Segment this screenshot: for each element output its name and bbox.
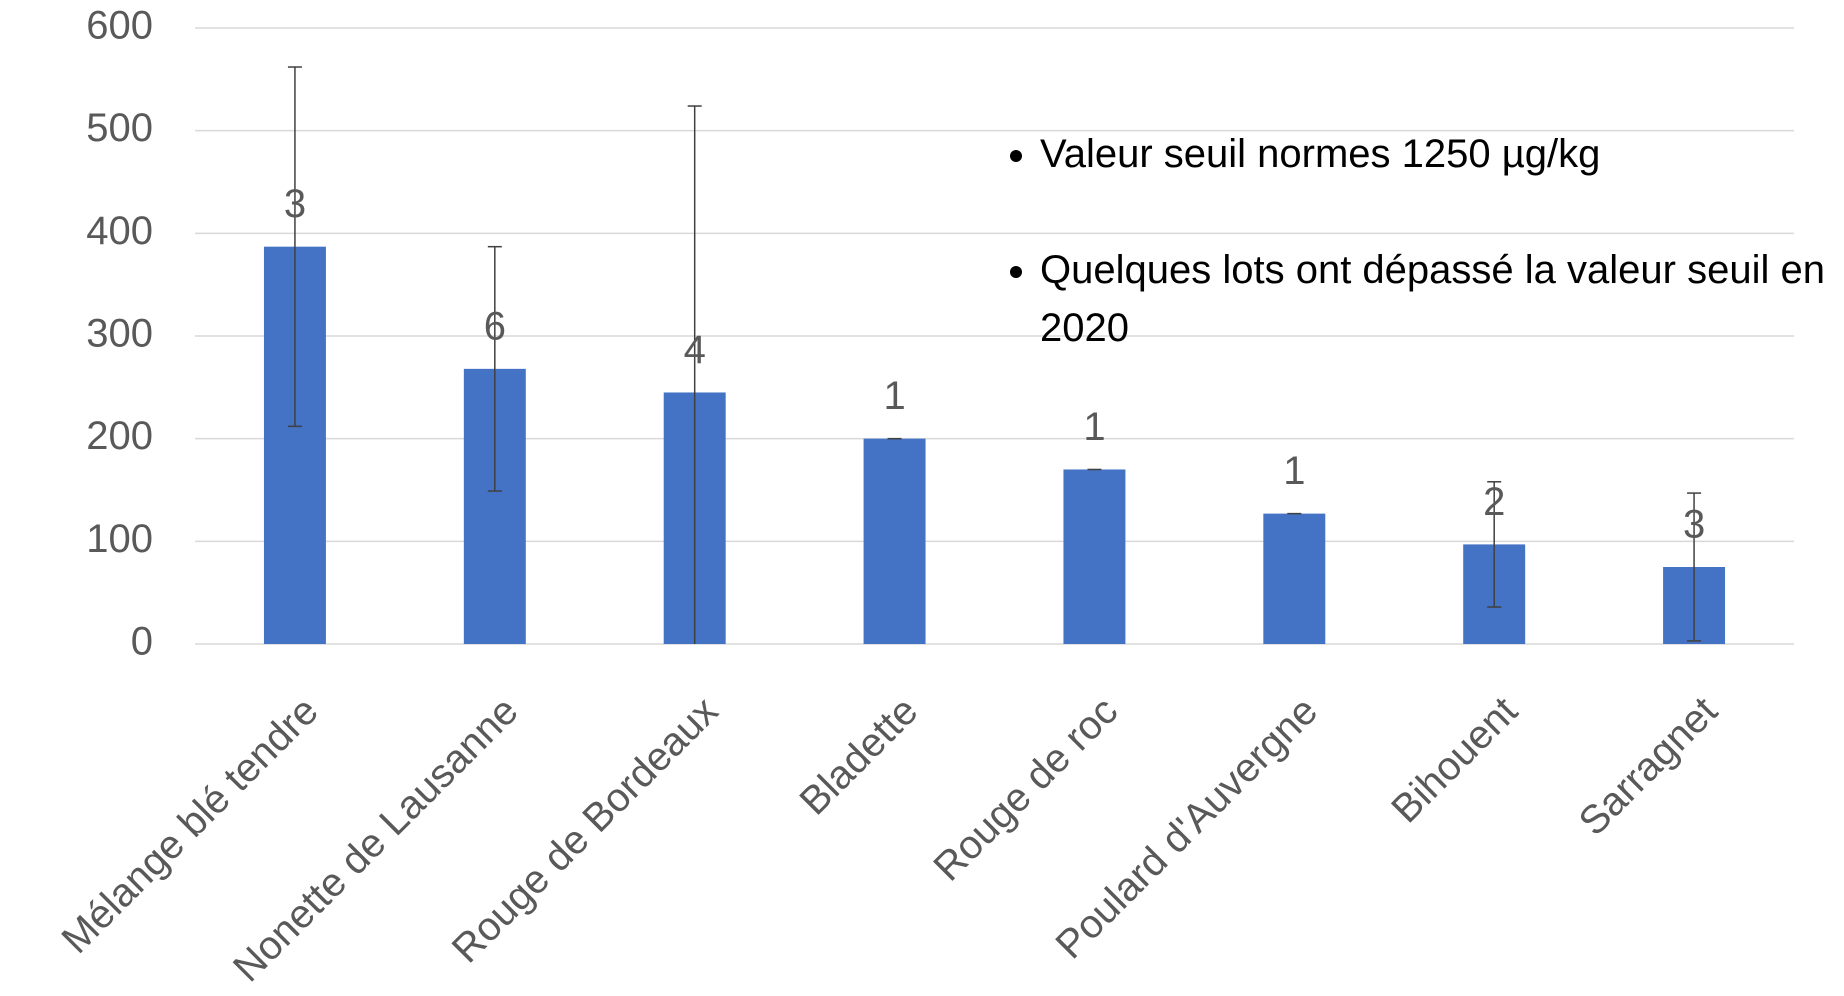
y-tick-label: 600 [86, 4, 153, 48]
x-tick-label: Sarragnet [1571, 689, 1726, 844]
y-tick-label: 0 [131, 620, 153, 664]
x-tick-label: Rouge de roc [925, 689, 1126, 890]
bar-label: 2 [1483, 480, 1505, 524]
bar-label: 1 [1283, 449, 1305, 493]
x-tick-label: Bladette [791, 689, 926, 824]
notes: Valeur seuil normes 1250 µg/kg Quelques l… [975, 125, 1835, 415]
bar [863, 438, 926, 644]
x-tick-label: Bihouent [1383, 689, 1526, 832]
bar [1263, 513, 1326, 644]
y-tick-label: 500 [86, 106, 153, 150]
bar-label: 3 [1683, 503, 1705, 547]
bar-label: 6 [484, 304, 506, 348]
bar [1063, 469, 1126, 644]
bar-label: 4 [684, 328, 706, 372]
bar-label: 1 [1083, 405, 1105, 449]
bar-label: 3 [284, 182, 306, 226]
bar-label: 1 [883, 374, 905, 418]
note: Valeur seuil normes 1250 µg/kg [1040, 125, 1835, 183]
y-tick-label: 100 [86, 517, 153, 561]
y-tick-label: 300 [86, 312, 153, 356]
y-tick-label: 200 [86, 414, 153, 458]
y-tick-label: 400 [86, 209, 153, 253]
note: Quelques lots ont dépassé la valeur seui… [1040, 241, 1835, 357]
